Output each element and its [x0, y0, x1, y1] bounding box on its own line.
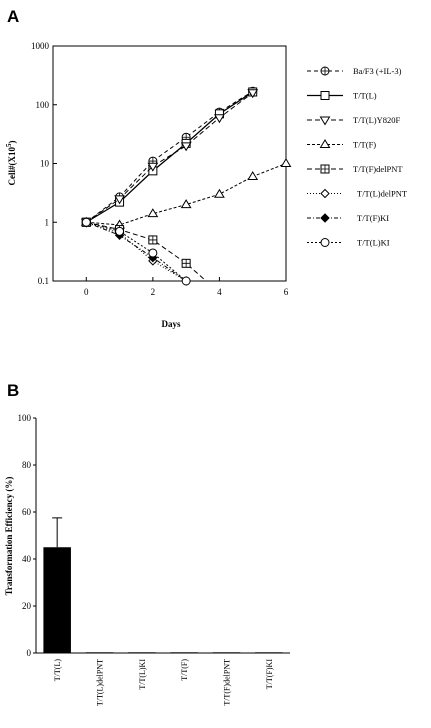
chart-a-ylabel: Cell#(X105): [5, 141, 17, 186]
legend-label-t-t-l-delpnt: T/T(L)delPNT: [357, 189, 408, 199]
data-point-t-t-f: [180, 199, 192, 209]
data-point-t-t-l-y820f: [114, 195, 125, 205]
data-point-t-t-l-ki: [181, 276, 191, 286]
legend-label-t-t-l-y820f: T/T(L)Y820F: [353, 115, 400, 125]
chart-a-ytick-label: 1000: [31, 41, 50, 51]
chart-a-xtick-label: 6: [284, 287, 289, 297]
panel-b-letter: B: [7, 381, 19, 400]
data-point-t-t-l-y820f: [214, 114, 225, 124]
category-label-t-t-l-ki: T/T(L)KI: [138, 659, 147, 690]
bar-t-t-f: [170, 652, 198, 653]
legend-marker-t-t-l-ki: [320, 238, 330, 247]
legend-marker-t-t-f-ki: [320, 213, 330, 223]
series-line-t-t-f-delpnt: [86, 221, 207, 282]
data-point-t-t-l-ki: [148, 248, 158, 258]
data-point-t-t-f: [280, 158, 292, 167]
legend-marker-t-t-l: [320, 91, 330, 100]
data-point-t-t-l-y820f: [147, 162, 159, 172]
chart-a-ytick-label: 0.1: [38, 276, 49, 286]
legend-marker-t-t-f: [319, 139, 331, 148]
series-line-t-t-l-y820f: [85, 92, 254, 223]
category-label-t-t-f-delpnt: T/T(F)delPNT: [223, 659, 232, 706]
data-point-t-t-f-delpnt-cross: [182, 259, 191, 268]
chart-a-xtick-label: 0: [84, 287, 89, 297]
series-line-t-t-l: [85, 91, 254, 223]
data-point-t-t-l-y820f: [180, 142, 192, 152]
panel-a-letter: A: [7, 7, 19, 26]
series-line-t-t-l-ki: [86, 221, 187, 282]
chart-b-ytick-label: 100: [18, 413, 32, 423]
chart-a-xtick-label: 4: [217, 287, 222, 297]
data-point-t-t-f: [214, 188, 225, 198]
legend-marker-t-t-f-delpnt-cross: [321, 165, 329, 173]
growth-line-chart: 0.1 1 10 100 1000 0 2 4 6 Days Cell#(X105) Ba/F3…: [5, 41, 408, 329]
chart-b-ytick-label: 40: [22, 554, 32, 564]
chart-a-ytick-label: 10: [40, 159, 50, 169]
category-label-t-t-l-delpnt: T/T(L)delPNT: [96, 659, 105, 706]
chart-b-ylabel: Transformation Efficiency (%): [4, 477, 14, 596]
chart-b-ytick-label: 0: [27, 648, 32, 658]
transformation-bar-chart: 0 20 40 60 80 100 T/T(L) T/T(L)delPNT T/T(L)KI T…: [4, 413, 290, 706]
bar-t-t-l: [43, 547, 71, 653]
chart-a-legend: Ba/F3 (+IL-3) T/T(L) T/T(L)Y820F T/T(F) T/T(…: [307, 66, 408, 248]
series-line-t-t-l-delpnt: [86, 221, 187, 282]
legend-marker-ba-f3-il-3-cross: [321, 67, 329, 75]
chart-b-ytick-label: 60: [22, 507, 32, 517]
chart-a-ytick-label: 100: [36, 100, 50, 110]
legend-marker-t-t-l-y820f: [319, 116, 331, 126]
data-point-t-t-f: [247, 171, 259, 181]
category-label-t-t-l: T/T(L): [53, 659, 62, 682]
category-label-t-t-f: T/T(F): [180, 659, 189, 681]
bar-t-t-l-delpnt: [85, 652, 114, 653]
legend-label-t-t-f-delpnt: T/T(F)delPNT: [353, 164, 403, 174]
chart-a-ytick-label: 1: [45, 217, 50, 227]
bar-t-t-f-delpnt: [212, 652, 241, 653]
chart-a-xtick-label: 2: [151, 287, 156, 297]
data-point-t-t-l-ki: [81, 217, 91, 227]
chart-b-ytick-label: 80: [22, 460, 32, 470]
legend-label-ba-f3-il-3: Ba/F3 (+IL-3): [353, 66, 402, 76]
legend-marker-t-t-l-delpnt: [320, 188, 330, 199]
data-point-t-t-l-ki: [115, 226, 125, 236]
bar-t-t-f-ki: [255, 652, 283, 653]
bar-t-t-l-ki: [128, 652, 156, 653]
data-point-t-t-f: [147, 208, 159, 218]
chart-b-ytick-label: 20: [22, 601, 32, 611]
category-label-t-t-f-ki: T/T(F)KI: [265, 659, 274, 690]
legend-label-t-t-f-ki: T/T(F)KI: [357, 213, 389, 223]
data-point-t-t-l-y820f: [247, 89, 259, 99]
legend-label-t-t-l-ki: T/T(L)KI: [357, 238, 390, 248]
chart-a-xlabel: Days: [161, 319, 180, 329]
chart-a-plot-frame: [52, 45, 287, 282]
data-point-t-t-f-delpnt-cross: [148, 235, 157, 244]
series-line-t-t-f-ki: [86, 221, 187, 282]
legend-label-t-t-l: T/T(L): [353, 91, 377, 101]
legend-label-t-t-f: T/T(F): [353, 140, 376, 150]
